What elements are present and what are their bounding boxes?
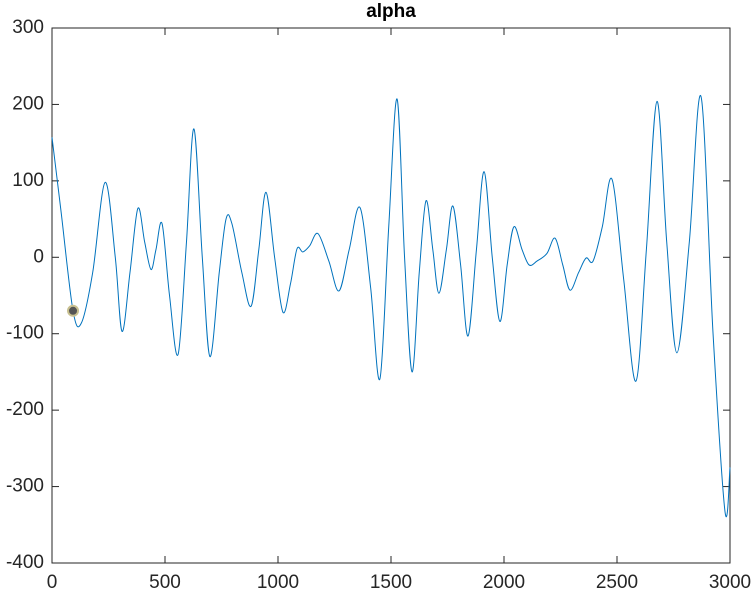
y-tick-label: 200 [12,93,44,114]
x-tick-label: 1000 [257,572,299,593]
y-tick-label: -100 [6,323,44,344]
x-tick-label: 500 [149,572,181,593]
y-tick-label: 0 [33,246,44,267]
x-tick-label: 2000 [483,572,525,593]
x-tick-label: 3000 [709,572,751,593]
highlight-point [67,304,80,317]
x-tick-label: 1500 [370,572,412,593]
y-tick-label: -400 [6,552,44,573]
y-tick-label: 300 [12,17,44,38]
y-tick-label: -300 [6,476,44,497]
line [51,94,731,517]
x-tick-label: 2500 [596,572,638,593]
chart-title: alpha [366,1,416,22]
x-tick-label: 0 [47,572,58,593]
y-tick-label: 100 [12,170,44,191]
y-tick-label: -200 [6,399,44,420]
